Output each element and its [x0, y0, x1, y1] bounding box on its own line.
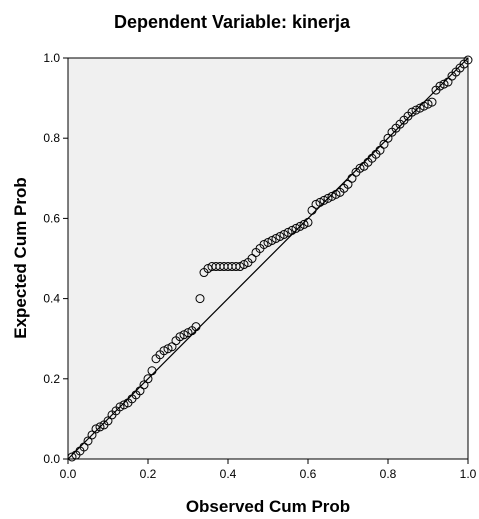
data-point: [143, 374, 153, 384]
y-tick-label: 0.0: [43, 452, 60, 466]
x-tick-label: 0.4: [220, 467, 237, 481]
data-point: [191, 322, 201, 332]
y-tick-label: 0.6: [43, 211, 60, 225]
axis-ticks: 0.0 0.2 0.4 0.6 0.8 1.0 0.0 0.2 0.4 0.6 0.8 1.0: [43, 51, 476, 481]
data-point: [195, 294, 205, 304]
y-tick-label: 1.0: [43, 51, 60, 65]
x-tick-label: 1.0: [460, 467, 477, 481]
x-axis-label: Observed Cum Prob: [186, 497, 350, 516]
data-point: [427, 97, 437, 107]
data-point: [303, 217, 313, 227]
x-tick-label: 0.0: [60, 467, 77, 481]
y-tick-label: 0.2: [43, 372, 60, 386]
x-tick-label: 0.8: [380, 467, 397, 481]
data-point: [463, 55, 473, 65]
chart-title: Dependent Variable: kinerja: [114, 12, 351, 32]
data-point: [147, 366, 157, 376]
y-tick-label: 0.4: [43, 292, 60, 306]
reference-line: [67, 57, 469, 460]
x-tick-label: 0.6: [300, 467, 317, 481]
data-points: [67, 55, 473, 462]
x-tick-label: 0.2: [140, 467, 157, 481]
y-axis-label: Expected Cum Prob: [11, 177, 30, 339]
y-tick-label: 0.8: [43, 131, 60, 145]
